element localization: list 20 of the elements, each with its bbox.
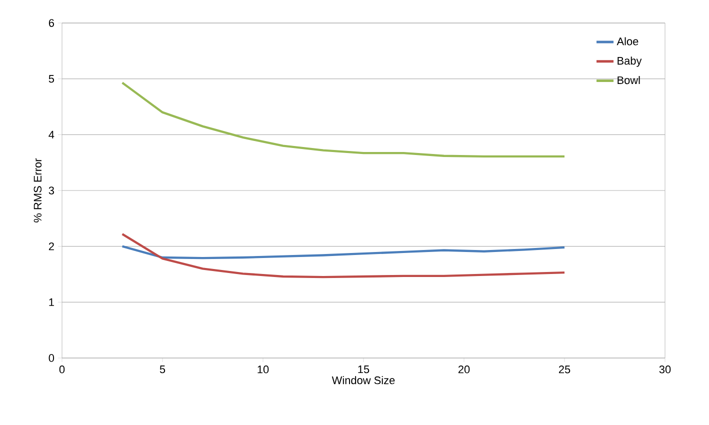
x-tick-label: 10	[258, 366, 269, 374]
legend-label: Aloe	[616, 37, 638, 46]
y-tick-label: 1	[49, 298, 54, 306]
x-tick-label: 25	[558, 366, 570, 374]
y-tick-label: 2	[48, 242, 54, 250]
x-tick-label: 20	[458, 366, 470, 374]
y-tick-label: 5	[48, 75, 54, 83]
legend-label: Baby	[618, 56, 642, 67]
x-tick-label: 30	[659, 366, 671, 374]
y-tick-label: 4	[48, 130, 54, 138]
x-tick-label: 5	[160, 366, 166, 374]
x-tick-label: 0	[59, 366, 65, 374]
legend-label: Bowl	[618, 76, 640, 84]
x-axis-title: Window Size	[332, 376, 395, 384]
line-series	[121, 232, 566, 278]
y-tick-label: 0	[48, 354, 54, 362]
y-tick-label: 3	[48, 186, 54, 194]
y-tick-label: 6	[48, 19, 54, 27]
y-axis-title: % RMS Error	[34, 158, 42, 222]
x-tick-label: 15	[358, 366, 370, 374]
